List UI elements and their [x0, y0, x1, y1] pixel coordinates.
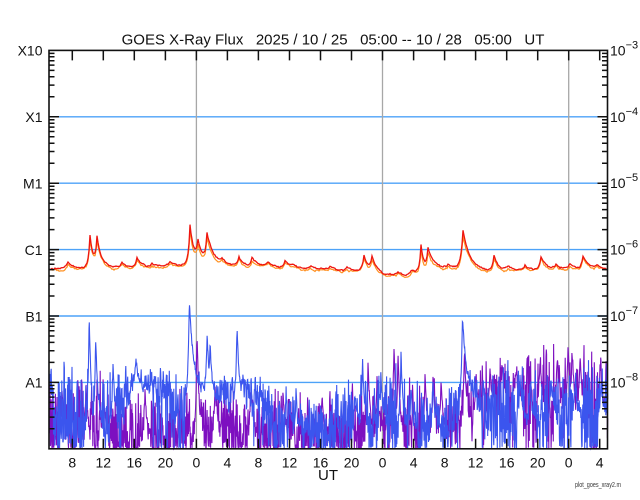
svg-text:12: 12	[96, 455, 112, 471]
svg-text:C1: C1	[25, 242, 43, 258]
svg-text:20: 20	[530, 455, 546, 471]
svg-text:B1: B1	[25, 308, 42, 324]
svg-text:0: 0	[565, 455, 573, 471]
svg-text:0: 0	[193, 455, 201, 471]
svg-text:UT: UT	[318, 467, 338, 484]
svg-text:8: 8	[441, 455, 449, 471]
svg-text:8: 8	[255, 455, 263, 471]
svg-text:X1: X1	[25, 109, 42, 125]
svg-text:4: 4	[224, 455, 232, 471]
svg-text:20: 20	[158, 455, 174, 471]
svg-text:16: 16	[313, 455, 329, 471]
svg-text:12: 12	[282, 455, 298, 471]
svg-text:GOES X-Ray Flux 2025 / 10 /: GOES X-Ray Flux 2025 / 10 / 25 05:00 -- …	[122, 32, 545, 49]
svg-text:12: 12	[468, 455, 484, 471]
svg-text:16: 16	[127, 455, 143, 471]
svg-text:plot_goes_xray2.m: plot_goes_xray2.m	[575, 480, 621, 489]
svg-text:8: 8	[68, 455, 76, 471]
svg-text:4: 4	[596, 455, 604, 471]
svg-text:M1: M1	[23, 176, 43, 192]
svg-text:20: 20	[344, 455, 360, 471]
svg-text:0: 0	[379, 455, 387, 471]
svg-text:A1: A1	[25, 375, 42, 391]
svg-text:X10: X10	[18, 43, 43, 59]
svg-text:4: 4	[410, 455, 418, 471]
svg-text:16: 16	[499, 455, 515, 471]
